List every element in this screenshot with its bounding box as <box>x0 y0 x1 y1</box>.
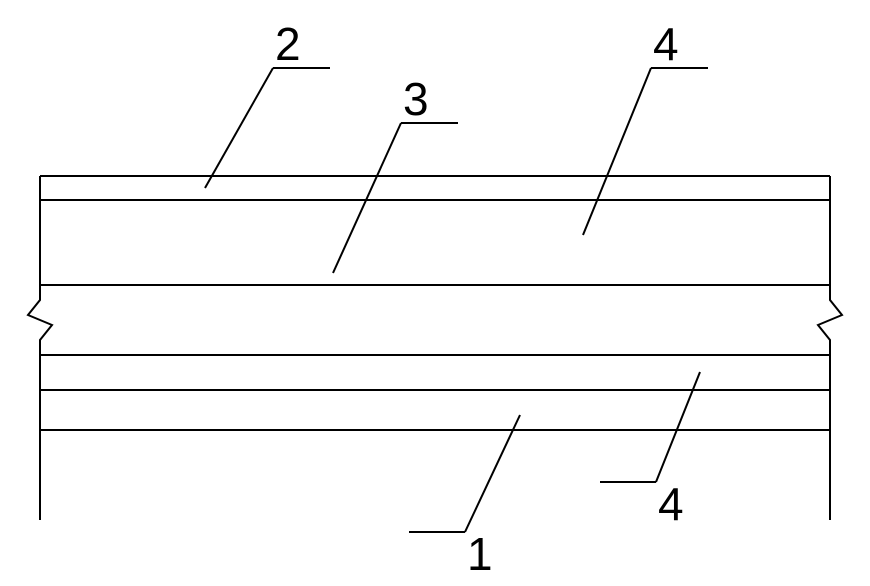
callout-2-label: 2 <box>275 18 301 70</box>
callout-1-leader <box>465 415 520 532</box>
callout-4-upper-leader <box>583 68 651 235</box>
callout-4-lower: 4 <box>600 372 700 530</box>
callout-2: 2 <box>205 18 330 188</box>
callout-4-lower-leader <box>656 372 700 482</box>
callout-2-leader <box>205 68 273 188</box>
callout-3-label: 3 <box>403 73 429 125</box>
callouts-group: 2 3 4 4 1 <box>205 18 708 580</box>
callout-4-upper: 4 <box>583 18 708 235</box>
callout-4-lower-label: 4 <box>658 478 684 530</box>
callout-4-upper-label: 4 <box>653 18 679 70</box>
callout-3: 3 <box>333 73 458 273</box>
callout-1-label: 1 <box>467 528 493 580</box>
callout-1: 1 <box>409 415 520 580</box>
break-symbol-left <box>28 176 52 430</box>
section-layers <box>40 176 830 430</box>
break-symbol-right <box>818 176 842 430</box>
break-left-path <box>28 176 52 430</box>
callout-3-leader <box>333 123 401 273</box>
break-right-path <box>818 176 842 430</box>
vertical-stubs <box>40 430 830 520</box>
